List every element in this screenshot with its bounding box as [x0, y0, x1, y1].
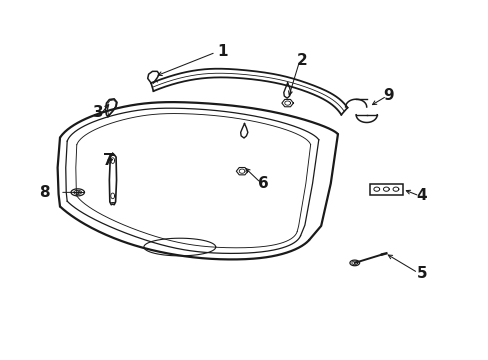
- Text: 7: 7: [102, 153, 113, 168]
- Text: 2: 2: [296, 53, 307, 68]
- Text: 4: 4: [416, 188, 426, 203]
- Text: 8: 8: [39, 185, 49, 200]
- Bar: [369, 184, 402, 195]
- Text: 1: 1: [217, 44, 228, 59]
- Text: 5: 5: [416, 266, 426, 281]
- Text: 3: 3: [93, 105, 103, 121]
- Text: 6: 6: [258, 176, 268, 191]
- Text: 9: 9: [382, 88, 393, 103]
